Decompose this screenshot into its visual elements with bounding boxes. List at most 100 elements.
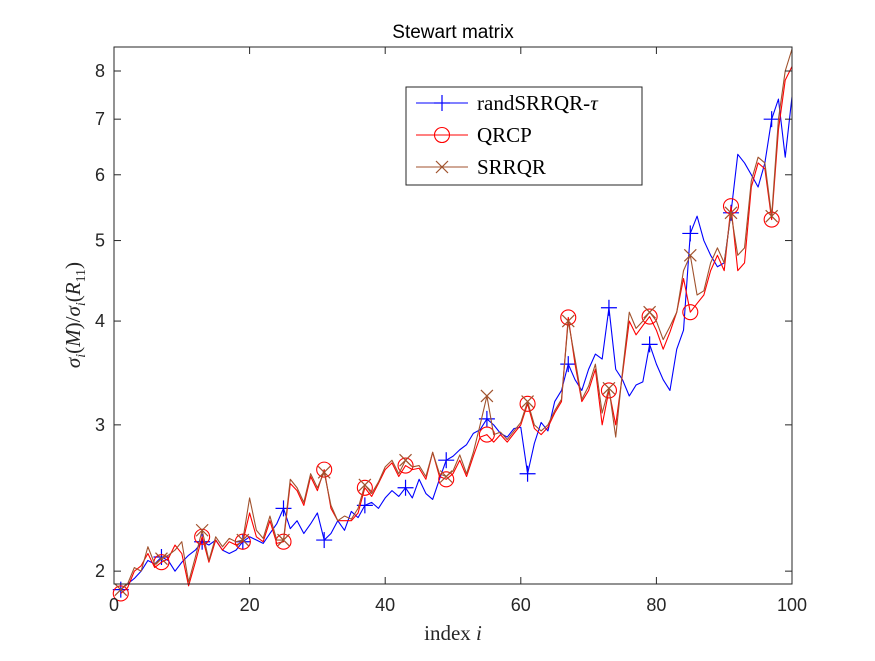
marker-d2 [480,389,494,403]
chart-title: Stewart matrix [392,22,514,43]
data-point-circle [397,457,414,474]
data-point-plus [316,532,333,549]
data-point-x [155,552,168,566]
marker-d2 [521,395,535,408]
marker-d2 [724,206,738,220]
y-axis-label-part: i [74,302,89,306]
data-point-x [114,583,128,597]
data-point-plus [641,336,658,353]
y-axis-label-part: σ [61,304,85,316]
x-tick-label: 80 [646,595,666,615]
x-axis-label: index i [424,621,482,645]
data-point-x [358,478,372,492]
y-axis-label-part: i [74,354,89,358]
marker-d2 [277,533,290,547]
x-tick-label: 0 [109,595,119,615]
data-point-x [561,314,575,328]
data-point-plus [434,95,450,111]
data-point-x [317,465,331,479]
legend-label-var: τ [590,91,599,115]
marker-d2 [195,523,209,537]
data-point-plus [275,500,292,517]
marker-d2 [236,533,250,547]
x-tick-label: 100 [777,595,807,615]
data-point-circle [112,585,129,602]
data-point-circle [641,308,658,325]
data-point-circle [519,395,536,412]
marker-d2 [561,314,575,328]
marker-d2 [358,478,372,492]
legend-item: QRCP [416,123,532,147]
legend: randSRRQR-τ QRCP SRRQR [405,86,643,186]
data-point-circle [682,304,699,321]
legend-label-text: randSRRQR- [477,91,590,115]
x-axis-label-var: i [476,621,482,645]
marker-d2 [683,248,697,262]
data-point-x [277,533,290,547]
x-tick-label: 20 [240,595,260,615]
x-tick-label: 60 [511,595,531,615]
y-tick-label: 7 [95,109,105,129]
data-point-circle [438,471,455,488]
y-tick-label: 2 [95,561,105,581]
x-axis: 0 20 40 60 80 100 [109,47,807,615]
series-layer [112,48,793,602]
data-point-x [236,533,250,547]
y-axis-label-part: R [61,282,85,296]
y-axis-label-part: ) [61,262,85,269]
legend-label: QRCP [477,123,532,147]
y-axis-label-part: ( [61,295,85,302]
marker-d2 [435,160,449,174]
data-point-circle [600,382,617,399]
y-tick-label: 6 [95,165,105,185]
data-point-plus [682,225,699,242]
data-point-circle [356,479,373,496]
data-point-plus [356,497,373,514]
data-point-x [439,470,453,483]
x-tick-label: 40 [375,595,395,615]
series-line [120,96,793,591]
y-axis-label-part: ( [61,347,85,354]
data-point-x [765,209,779,223]
axes-box [113,46,793,585]
marker-d2 [439,470,453,483]
data-point-plus [560,356,577,373]
data-point-plus [763,111,780,128]
y-axis-label-part: )/ [61,316,85,329]
legend-item: randSRRQR-τ [416,91,599,115]
y-axis-label-part: σ [61,356,85,368]
data-point-x [480,389,494,403]
data-point-x [683,248,697,262]
data-point-circle [275,533,292,550]
marker-d2 [602,381,616,395]
data-point-x [602,381,616,395]
series-line [120,48,793,591]
marker-d2 [155,552,168,566]
y-tick-label: 3 [95,415,105,435]
marker-d2 [114,583,128,597]
x-axis-label-word: index [424,621,476,645]
y-tick-label: 4 [95,311,105,331]
marker-d2 [399,453,412,467]
legend-label: SRRQR [477,155,546,179]
data-point-plus [519,465,536,482]
y-axis: 2 3 4 5 6 7 8 [95,61,792,581]
data-point-circle [194,528,211,545]
y-axis-label-part: M [61,328,85,348]
data-point-x [399,453,412,467]
data-point-plus [438,452,455,469]
y-axis-label: σi(M)/σi(R11) [61,262,89,368]
data-point-x [195,523,209,537]
y-tick-label: 5 [95,231,105,251]
marker-d2 [317,465,331,479]
data-point-circle [316,461,333,478]
data-point-plus [600,299,617,316]
series-line [120,66,793,594]
y-tick-label: 8 [95,61,105,81]
data-point-x [435,160,449,174]
data-point-x [521,395,535,408]
data-point-plus [397,479,414,496]
y-axis-label-part: 11 [74,269,89,282]
